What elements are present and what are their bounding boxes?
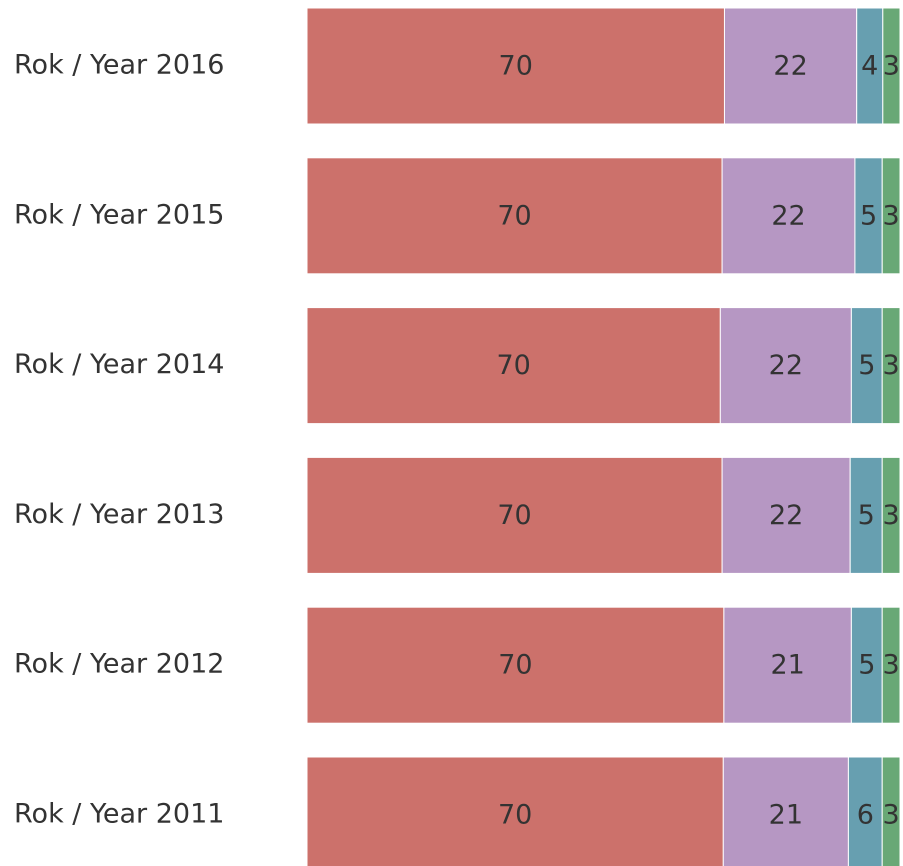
value-label: 70 [496,350,530,381]
category-label: Rok / Year 2015 [14,199,224,230]
value-label: 3 [883,200,900,231]
value-label: 6 [857,800,874,831]
value-label: 70 [499,51,533,82]
bar-segment [719,307,852,425]
bar-segment [856,7,884,125]
value-label: 22 [773,51,807,82]
category-label: Rok / Year 2011 [14,799,224,830]
bar-segment [882,7,901,125]
value-label: 3 [883,51,900,82]
bar-segment [881,157,901,275]
bar-segment [881,307,901,425]
bar-segment [306,606,725,724]
bar-segment [850,606,883,724]
bar-segment [850,307,883,425]
bar-segment [854,157,883,275]
value-label: 70 [498,800,532,831]
bar-segment [306,157,723,275]
bar-segment [881,606,901,724]
category-label: Rok / Year 2013 [14,499,224,530]
bar-segment [306,307,721,425]
value-label: 5 [858,500,875,531]
value-label: 70 [497,200,531,231]
value-label: 21 [770,650,804,681]
value-label: 4 [861,51,878,82]
bar-segment [721,157,856,275]
bar-segment [306,456,723,574]
value-label: 70 [498,650,532,681]
category-label: Rok / Year 2014 [14,349,224,380]
value-label: 22 [771,200,805,231]
bar-segment [881,456,901,574]
category-label: Rok / Year 2012 [14,649,224,680]
bar-segment [723,7,858,125]
value-label: 22 [769,350,803,381]
value-label: 21 [769,800,803,831]
value-label: 5 [858,650,875,681]
value-label: 22 [769,500,803,531]
value-label: 3 [883,650,900,681]
bar-segment [721,456,851,574]
value-label: 5 [858,350,875,381]
value-label: 3 [883,350,900,381]
bar-segment [881,756,901,866]
value-label: 3 [883,800,900,831]
value-label: 3 [883,500,900,531]
value-label: 5 [860,200,877,231]
bar-segment [306,7,725,125]
bar-segment [847,756,883,866]
bar-segment [723,606,852,724]
value-label: 70 [497,500,531,531]
category-label: Rok / Year 2016 [14,50,224,81]
